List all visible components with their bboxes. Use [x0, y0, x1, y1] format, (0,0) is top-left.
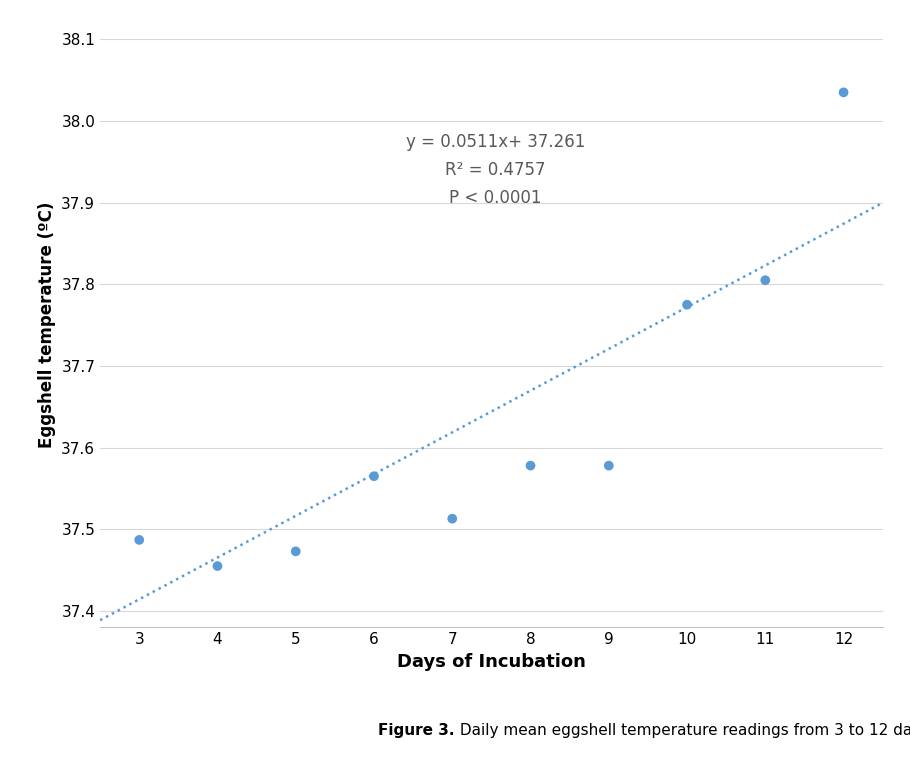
Point — [602, 460, 616, 472]
Point — [367, 470, 381, 483]
Point — [680, 298, 694, 311]
Point — [288, 545, 303, 558]
Text: y = 0.0511x+ 37.261
R² = 0.4757
P < 0.0001: y = 0.0511x+ 37.261 R² = 0.4757 P < 0.00… — [406, 133, 585, 207]
Point — [523, 460, 538, 472]
Text: Figure 3.: Figure 3. — [379, 723, 455, 738]
Point — [210, 560, 225, 572]
X-axis label: Days of Incubation: Days of Incubation — [397, 653, 586, 671]
Point — [445, 513, 460, 525]
Point — [758, 274, 773, 286]
Y-axis label: Eggshell temperature (ºC): Eggshell temperature (ºC) — [37, 202, 56, 448]
Text: Daily mean eggshell temperature readings from 3 to 12 days of incubation.: Daily mean eggshell temperature readings… — [455, 723, 910, 738]
Point — [132, 534, 147, 546]
Point — [836, 86, 851, 99]
